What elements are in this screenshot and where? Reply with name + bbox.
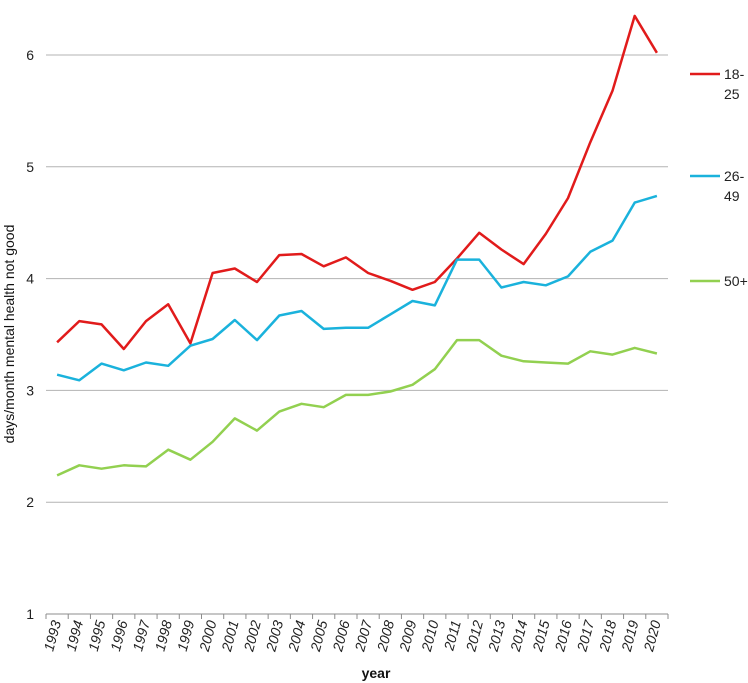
- y-tick-label: 6: [26, 47, 34, 63]
- y-axis-ticks: 1 2 3 4 5 6: [26, 47, 34, 622]
- x-tick-label: 2014: [507, 618, 531, 653]
- series-line-50+: [56, 338, 658, 477]
- x-tick-label: 2002: [240, 618, 264, 653]
- y-axis-title: days/month mental health not good: [1, 225, 17, 444]
- x-tick-label: 2015: [529, 618, 553, 653]
- y-tick-label: 1: [26, 606, 34, 622]
- x-tick-label: 1998: [152, 618, 176, 652]
- y-tick-label: 4: [26, 271, 34, 287]
- x-tick-label: 2019: [618, 618, 642, 653]
- x-tick-label: 2008: [373, 618, 397, 653]
- legend: 18- 25 26- 49 50+: [690, 66, 748, 289]
- x-tick-label: 2018: [596, 618, 620, 653]
- x-tick-label: 2004: [285, 618, 309, 653]
- x-tick-label: 2013: [485, 618, 509, 653]
- legend-label: 49: [724, 188, 740, 204]
- x-tick-label: 1995: [85, 618, 109, 652]
- x-tick-label: 2020: [640, 618, 664, 653]
- series-line-26-49: [56, 194, 658, 382]
- x-axis: [45, 613, 669, 619]
- x-tick-label: 1997: [129, 617, 153, 652]
- x-tick-label: 1999: [174, 618, 198, 652]
- x-tick-label: 2017: [573, 617, 597, 653]
- x-tick-label: 2010: [418, 618, 442, 653]
- x-tick-label: 1996: [107, 618, 131, 652]
- x-tick-label: 2009: [396, 618, 420, 653]
- y-tick-label: 2: [26, 494, 34, 510]
- y-tick-label: 3: [26, 382, 34, 398]
- legend-label: 26-: [724, 168, 745, 184]
- x-axis-ticks: 1993199419951996199719981999200020012002…: [40, 617, 663, 653]
- x-tick-label: 1993: [40, 618, 64, 652]
- x-tick-label: 2001: [218, 619, 242, 654]
- x-tick-label: 2000: [196, 618, 220, 653]
- legend-label: 50+: [724, 273, 748, 289]
- series-line-18-25: [56, 14, 658, 351]
- x-tick-label: 2011: [440, 619, 464, 653]
- y-tick-label: 5: [26, 159, 34, 175]
- x-tick-label: 2006: [329, 618, 353, 653]
- legend-label: 18-: [724, 66, 745, 82]
- x-axis-title: year: [362, 665, 391, 681]
- x-tick-label: 1994: [63, 618, 87, 652]
- x-tick-label: 2003: [262, 618, 286, 653]
- gridlines: [46, 54, 668, 615]
- legend-label: 25: [724, 86, 740, 102]
- x-tick-label: 2005: [307, 618, 331, 653]
- series-lines: [56, 14, 658, 477]
- x-tick-label: 2012: [462, 618, 486, 653]
- x-tick-label: 2016: [551, 618, 575, 653]
- x-tick-label: 2007: [351, 617, 375, 653]
